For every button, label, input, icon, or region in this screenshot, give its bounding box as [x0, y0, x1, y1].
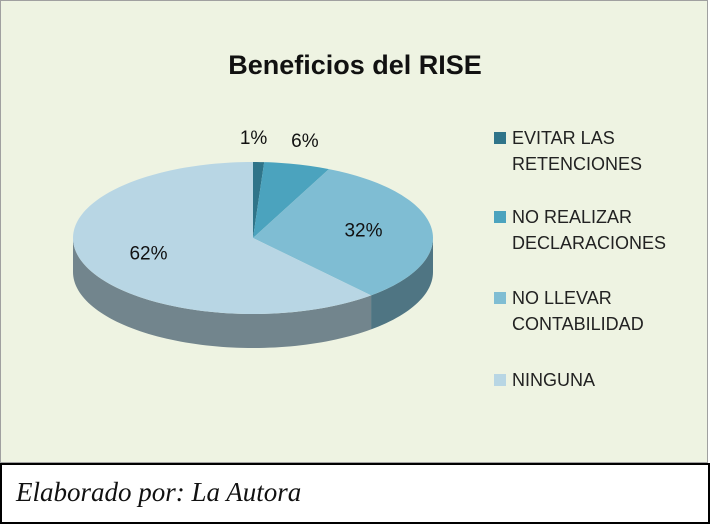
- data-label: 6%: [291, 131, 319, 152]
- legend-swatch: [494, 292, 506, 304]
- pie-slice: [73, 162, 372, 314]
- data-label: 32%: [344, 220, 382, 241]
- chart-title: Beneficios del RISE: [228, 50, 482, 80]
- legend-swatch: [494, 374, 506, 386]
- pie-slice-side: [371, 238, 433, 330]
- legend-swatch: [494, 211, 506, 223]
- data-label: 62%: [129, 244, 167, 265]
- legend-item: NINGUNA: [494, 367, 704, 393]
- legend-label: EVITAR LAS RETENCIONES: [512, 128, 643, 174]
- data-label: 1%: [240, 128, 268, 149]
- pie-slice: [253, 169, 433, 296]
- footer-text: Elaborado por: La Autora: [16, 477, 302, 507]
- legend-label: NO LLEVAR CONTABILIDAD: [512, 288, 644, 334]
- pie-slice-side: [73, 238, 372, 348]
- legend-swatch: [494, 132, 506, 144]
- legend-item: NO REALIZAR DECLARACIONES: [494, 204, 704, 256]
- legend-item: EVITAR LAS RETENCIONES: [494, 125, 704, 177]
- pie-slice: [253, 162, 265, 238]
- footer: Elaborado por: La Autora: [0, 463, 710, 524]
- legend-label: NINGUNA: [512, 370, 596, 390]
- pie-slice: [253, 162, 329, 238]
- legend-label: NO REALIZAR DECLARACIONES: [512, 207, 667, 253]
- chart: Beneficios del RISE 1% 6% 32% 62%: [73, 50, 482, 348]
- legend-item: NO LLEVAR CONTABILIDAD: [494, 285, 704, 337]
